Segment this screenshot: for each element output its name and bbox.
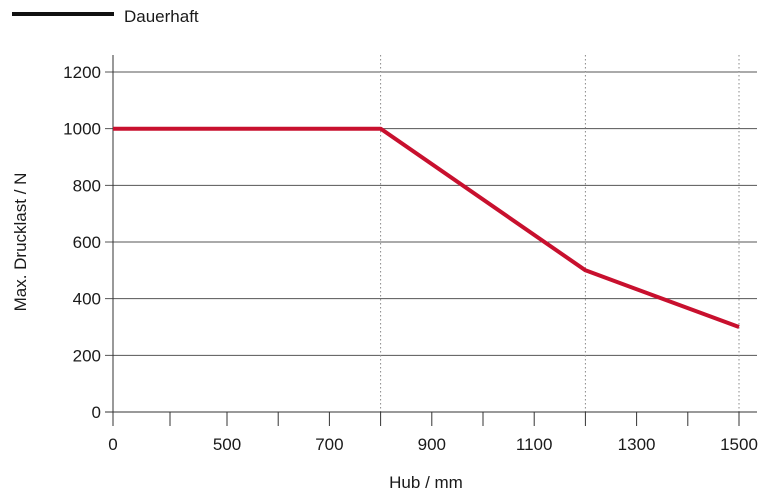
y-tick-label: 800: [73, 176, 101, 195]
x-tick-label: 1500: [720, 435, 758, 454]
x-axis-title: Hub / mm: [389, 473, 463, 492]
y-tick-label: 400: [73, 290, 101, 309]
y-axis-title: Max. Drucklast / N: [11, 173, 30, 312]
y-tick-label: 0: [92, 403, 101, 422]
series-line-dauerhaft: [113, 126, 740, 329]
legend-label-dauerhaft: Dauerhaft: [124, 7, 199, 26]
y-tick-label: 1000: [63, 120, 101, 139]
x-tick-label: 500: [213, 435, 241, 454]
x-tick-label: 0: [108, 435, 117, 454]
x-tick-label: 1100: [516, 435, 553, 454]
y-tick-label: 200: [73, 346, 101, 365]
x-tick-label: 900: [418, 435, 446, 454]
grid-layer: [105, 55, 757, 412]
x-tick-label: 700: [315, 435, 343, 454]
y-tick-label: 600: [73, 233, 101, 252]
legend: Dauerhaft: [12, 7, 199, 26]
series-layer: [113, 126, 740, 329]
axis-layer: 0 200 400 600 800 1000 1200 0 500 700 900 1100 1300 1…: [63, 55, 758, 454]
y-tick-label: 1200: [63, 63, 101, 82]
x-tick-label: 1300: [618, 435, 656, 454]
